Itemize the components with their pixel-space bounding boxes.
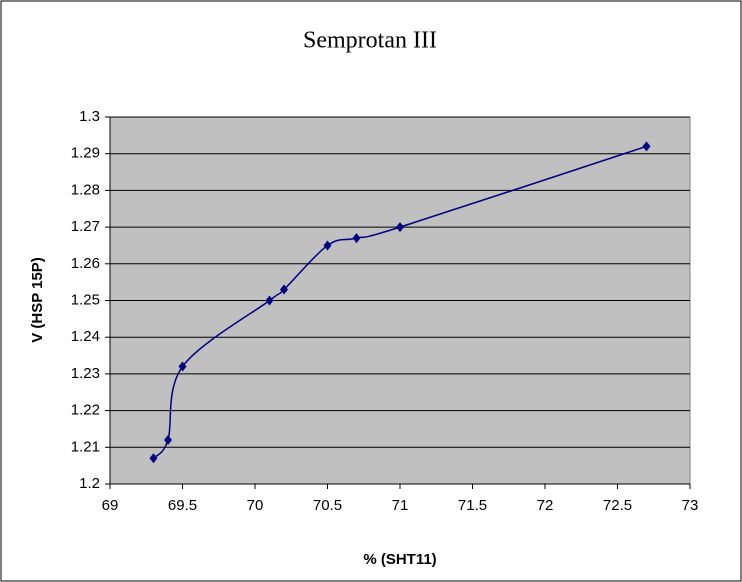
data-point <box>149 453 158 464</box>
x-tick-label: 69.5 <box>168 497 197 514</box>
x-tick-label: 70.5 <box>313 497 342 514</box>
data-point <box>265 295 274 306</box>
x-tick-label: 70 <box>247 497 264 514</box>
y-tick-label: 1.25 <box>71 291 100 308</box>
y-tick-label: 1.3 <box>79 108 100 125</box>
y-tick-label: 1.21 <box>71 438 100 455</box>
x-tick-label: 72 <box>537 497 554 514</box>
data-point <box>280 284 288 295</box>
data-point <box>642 141 651 152</box>
data-point <box>164 434 172 445</box>
y-tick-label: 1.29 <box>71 145 100 162</box>
data-point <box>178 361 187 372</box>
y-tick-label: 1.27 <box>71 218 100 235</box>
y-tick-label: 1.28 <box>71 181 100 198</box>
data-point <box>396 222 404 233</box>
y-axis-label: V (HSP 15P) <box>29 257 46 343</box>
y-tick-label: 1.23 <box>71 365 100 382</box>
y-tick-label: 1.2 <box>79 475 100 492</box>
chart-title: Semprotan III <box>303 28 437 54</box>
x-tick-label: 72.5 <box>603 497 632 514</box>
data-point <box>323 240 332 251</box>
y-tick-label: 1.24 <box>71 328 100 345</box>
x-tick-label: 73 <box>682 497 699 514</box>
y-tick-label: 1.26 <box>71 255 100 272</box>
x-tick-label: 71 <box>392 497 409 514</box>
x-tick-label: 71.5 <box>458 497 487 514</box>
y-tick-label: 1.22 <box>71 402 100 419</box>
x-tick-label: 69 <box>102 497 119 514</box>
series-line <box>152 145 647 459</box>
x-axis-label: % (SHT11) <box>363 551 436 568</box>
data-point <box>352 233 361 244</box>
